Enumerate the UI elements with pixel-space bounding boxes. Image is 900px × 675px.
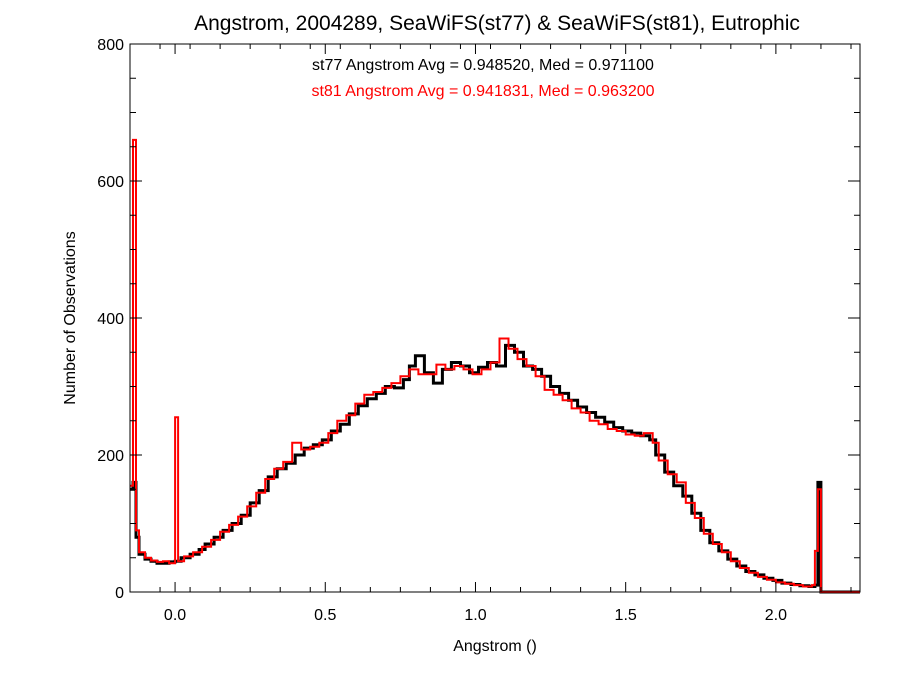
series-layer bbox=[130, 138, 860, 594]
x-tick-label: 1.0 bbox=[464, 607, 486, 624]
y-tick-label: 0 bbox=[115, 585, 124, 602]
series-0-line bbox=[130, 343, 860, 594]
chart-title: Angstrom, 2004289, SeaWiFS(st77) & SeaWi… bbox=[194, 12, 800, 35]
x-tick-label: 1.5 bbox=[615, 607, 637, 624]
ticks-layer: 0.0 0.5 1.0 1.5 2.0 0 200 400 600 800 bbox=[97, 37, 860, 624]
y-tick-label: 400 bbox=[97, 311, 124, 328]
x-tick-label: 0.0 bbox=[164, 607, 186, 624]
x-axis-label: Angstrom () bbox=[453, 638, 537, 655]
y-tick-label: 800 bbox=[97, 37, 124, 54]
series-1-line bbox=[130, 138, 860, 593]
annotation-st81: st81 Angstrom Avg = 0.941831, Med = 0.96… bbox=[311, 83, 654, 100]
x-tick-label: 2.0 bbox=[765, 607, 787, 624]
y-axis-label: Number of Observations bbox=[62, 231, 79, 404]
plot-frame bbox=[129, 43, 861, 593]
y-tick-label: 600 bbox=[97, 174, 124, 191]
x-tick-label: 0.5 bbox=[314, 607, 336, 624]
y-tick-label: 200 bbox=[97, 448, 124, 465]
annotation-st77: st77 Angstrom Avg = 0.948520, Med = 0.97… bbox=[312, 57, 654, 74]
